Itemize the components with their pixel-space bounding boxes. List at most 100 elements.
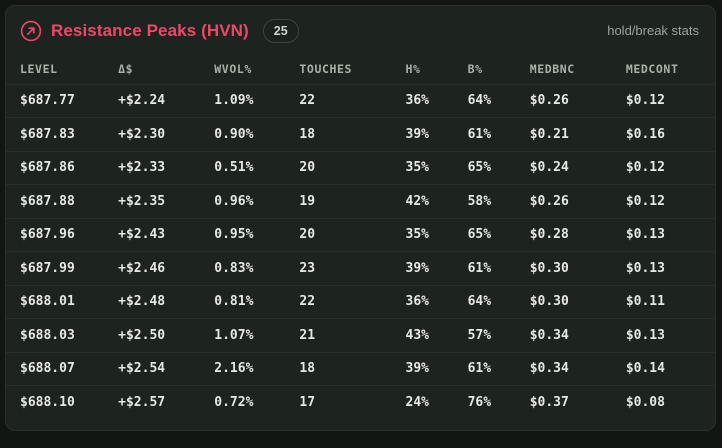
cell-level: $688.07 <box>6 352 119 386</box>
count-badge: 25 <box>262 18 299 43</box>
cell-delta-usd: +$2.35 <box>118 184 215 219</box>
cell-medcont: $0.12 <box>625 151 715 185</box>
cell-touches: 21 <box>299 318 406 353</box>
cell-delta-usd: +$2.54 <box>118 352 215 386</box>
cell-medcont: $0.08 <box>625 395 665 410</box>
col-header-h-pct: H% <box>405 55 468 85</box>
table-row: $687.88 +$2.35 0.96% 19 42% 58% $0.26 $0.12 <box>6 184 715 219</box>
cell-b-pct: 65% <box>467 218 530 252</box>
col-header-wvol: WVOL% <box>214 55 300 85</box>
table-row: $687.77 +$2.24 1.09% 22 36% 64% $0.26 $0.12 <box>6 84 715 118</box>
cell-wvol-pct: 0.96% <box>214 184 300 219</box>
cell-medcont: $0.13 <box>625 251 715 286</box>
cell-medcont: $0.11 <box>625 285 715 319</box>
cell-level: $687.88 <box>6 184 119 219</box>
cell-level: $688.03 <box>6 318 119 353</box>
cell-touches: 19 <box>299 184 406 219</box>
table-body: $687.77 +$2.24 1.09% 22 36% 64% $0.26 $0.12 $687… <box>6 84 715 419</box>
cell-medcont: $0.13 <box>625 218 715 252</box>
cell-level: $687.99 <box>6 251 119 286</box>
cell-touches: 18 <box>299 352 406 386</box>
cell-delta-usd: +$2.48 <box>118 285 215 319</box>
cell-medbnc: $0.26 <box>529 184 626 219</box>
cell-medcont: $0.14 <box>625 352 715 386</box>
cell-medcont: $0.12 <box>625 84 715 118</box>
table-row: $687.96 +$2.43 0.95% 20 35% 65% $0.28 $0.13 <box>6 218 715 252</box>
cell-medbnc: $0.24 <box>529 151 626 185</box>
cell-b-pct: 61% <box>467 352 530 386</box>
cell-medcont: $0.12 <box>625 184 715 219</box>
cell-level: $687.77 <box>6 84 119 118</box>
cell-delta-usd: +$2.24 <box>118 84 215 118</box>
cell-touches: 22 <box>299 285 406 319</box>
cell-medbnc: $0.28 <box>529 218 626 252</box>
cell-touches: 22 <box>299 84 406 118</box>
cell-touches: 20 <box>299 151 406 185</box>
cell-delta-usd: +$2.46 <box>118 251 215 286</box>
cell-h-pct: 39% <box>405 251 468 286</box>
panel-title: Resistance Peaks (HVN) <box>51 20 249 40</box>
cell-wvol-pct: 0.95% <box>214 218 300 252</box>
cell-level: $688.01 <box>6 285 119 319</box>
cell-b-pct: 61% <box>467 117 530 152</box>
resistance-peaks-panel: Resistance Peaks (HVN) 25 hold/break sta… <box>5 5 716 431</box>
cell-wvol-pct: 2.16% <box>214 352 300 386</box>
table-row: $687.99 +$2.46 0.83% 23 39% 61% $0.30 $0.13 <box>6 251 715 286</box>
cell-wvol-pct: 0.72% <box>214 395 254 410</box>
cell-medbnc: $0.34 <box>529 352 626 386</box>
cell-medbnc: $0.30 <box>529 251 626 286</box>
cell-b-pct: 65% <box>467 151 530 185</box>
hold-break-stats-label: hold/break stats <box>607 23 699 38</box>
cell-h-pct: 35% <box>405 218 468 252</box>
cell-wvol-pct: 0.90% <box>214 117 300 152</box>
table-row: $688.01 +$2.48 0.81% 22 36% 64% $0.30 $0.11 <box>6 285 715 319</box>
col-header-medcont: MEDCONT <box>625 55 715 85</box>
cell-touches: 23 <box>299 251 406 286</box>
panel-header: Resistance Peaks (HVN) 25 hold/break sta… <box>6 6 715 55</box>
cell-b-pct: 76% <box>467 395 492 410</box>
cell-b-pct: 61% <box>467 251 530 286</box>
cell-h-pct: 42% <box>405 184 468 219</box>
cell-h-pct: 24% <box>405 395 430 410</box>
col-header-delta: Δ$ <box>118 55 215 85</box>
cell-level: $687.86 <box>6 151 119 185</box>
cell-delta-usd: +$2.57 <box>118 395 166 410</box>
cell-b-pct: 58% <box>467 184 530 219</box>
cell-level: $687.83 <box>6 117 119 152</box>
cell-b-pct: 64% <box>467 285 530 319</box>
arrow-up-right-circle-icon <box>20 20 42 42</box>
cell-medbnc: $0.21 <box>529 117 626 152</box>
cell-h-pct: 35% <box>405 151 468 185</box>
cell-wvol-pct: 0.81% <box>214 285 300 319</box>
cell-medbnc: $0.37 <box>529 395 569 410</box>
cell-h-pct: 36% <box>405 285 468 319</box>
table-row: $688.07 +$2.54 2.16% 18 39% 61% $0.34 $0.14 <box>6 352 715 386</box>
stats-table: LEVEL Δ$ WVOL% TOUCHES H% B% MEDBNC MEDC… <box>6 55 715 419</box>
cell-h-pct: 43% <box>405 318 468 353</box>
cell-h-pct: 39% <box>405 352 468 386</box>
cell-h-pct: 36% <box>405 84 468 118</box>
cell-level: $687.96 <box>6 218 119 252</box>
cell-touches: 17 <box>299 395 316 410</box>
cell-wvol-pct: 1.09% <box>214 84 300 118</box>
cell-level: $688.10 <box>20 395 75 410</box>
col-header-medbnc: MEDBNC <box>529 55 626 85</box>
col-header-touches: TOUCHES <box>299 55 406 85</box>
cell-delta-usd: +$2.33 <box>118 151 215 185</box>
cell-b-pct: 64% <box>467 84 530 118</box>
table-row: $687.83 +$2.30 0.90% 18 39% 61% $0.21 $0.16 <box>6 117 715 152</box>
table-row: $688.03 +$2.50 1.07% 21 43% 57% $0.34 $0.13 <box>6 318 715 353</box>
panel-title-link[interactable]: Resistance Peaks (HVN) <box>20 20 249 42</box>
cell-b-pct: 57% <box>467 318 530 353</box>
cell-medbnc: $0.30 <box>529 285 626 319</box>
col-header-level: LEVEL <box>6 55 119 85</box>
cell-medcont: $0.13 <box>625 318 715 353</box>
cell-medbnc: $0.34 <box>529 318 626 353</box>
cell-h-pct: 39% <box>405 117 468 152</box>
col-header-b-pct: B% <box>467 55 530 85</box>
table-row: $687.86 +$2.33 0.51% 20 35% 65% $0.24 $0.12 <box>6 151 715 185</box>
cell-delta-usd: +$2.50 <box>118 318 215 353</box>
table-row: $688.10 +$2.57 0.72% 17 24% 76% $0.37 $0.08 <box>6 386 715 420</box>
cell-touches: 20 <box>299 218 406 252</box>
cell-delta-usd: +$2.30 <box>118 117 215 152</box>
